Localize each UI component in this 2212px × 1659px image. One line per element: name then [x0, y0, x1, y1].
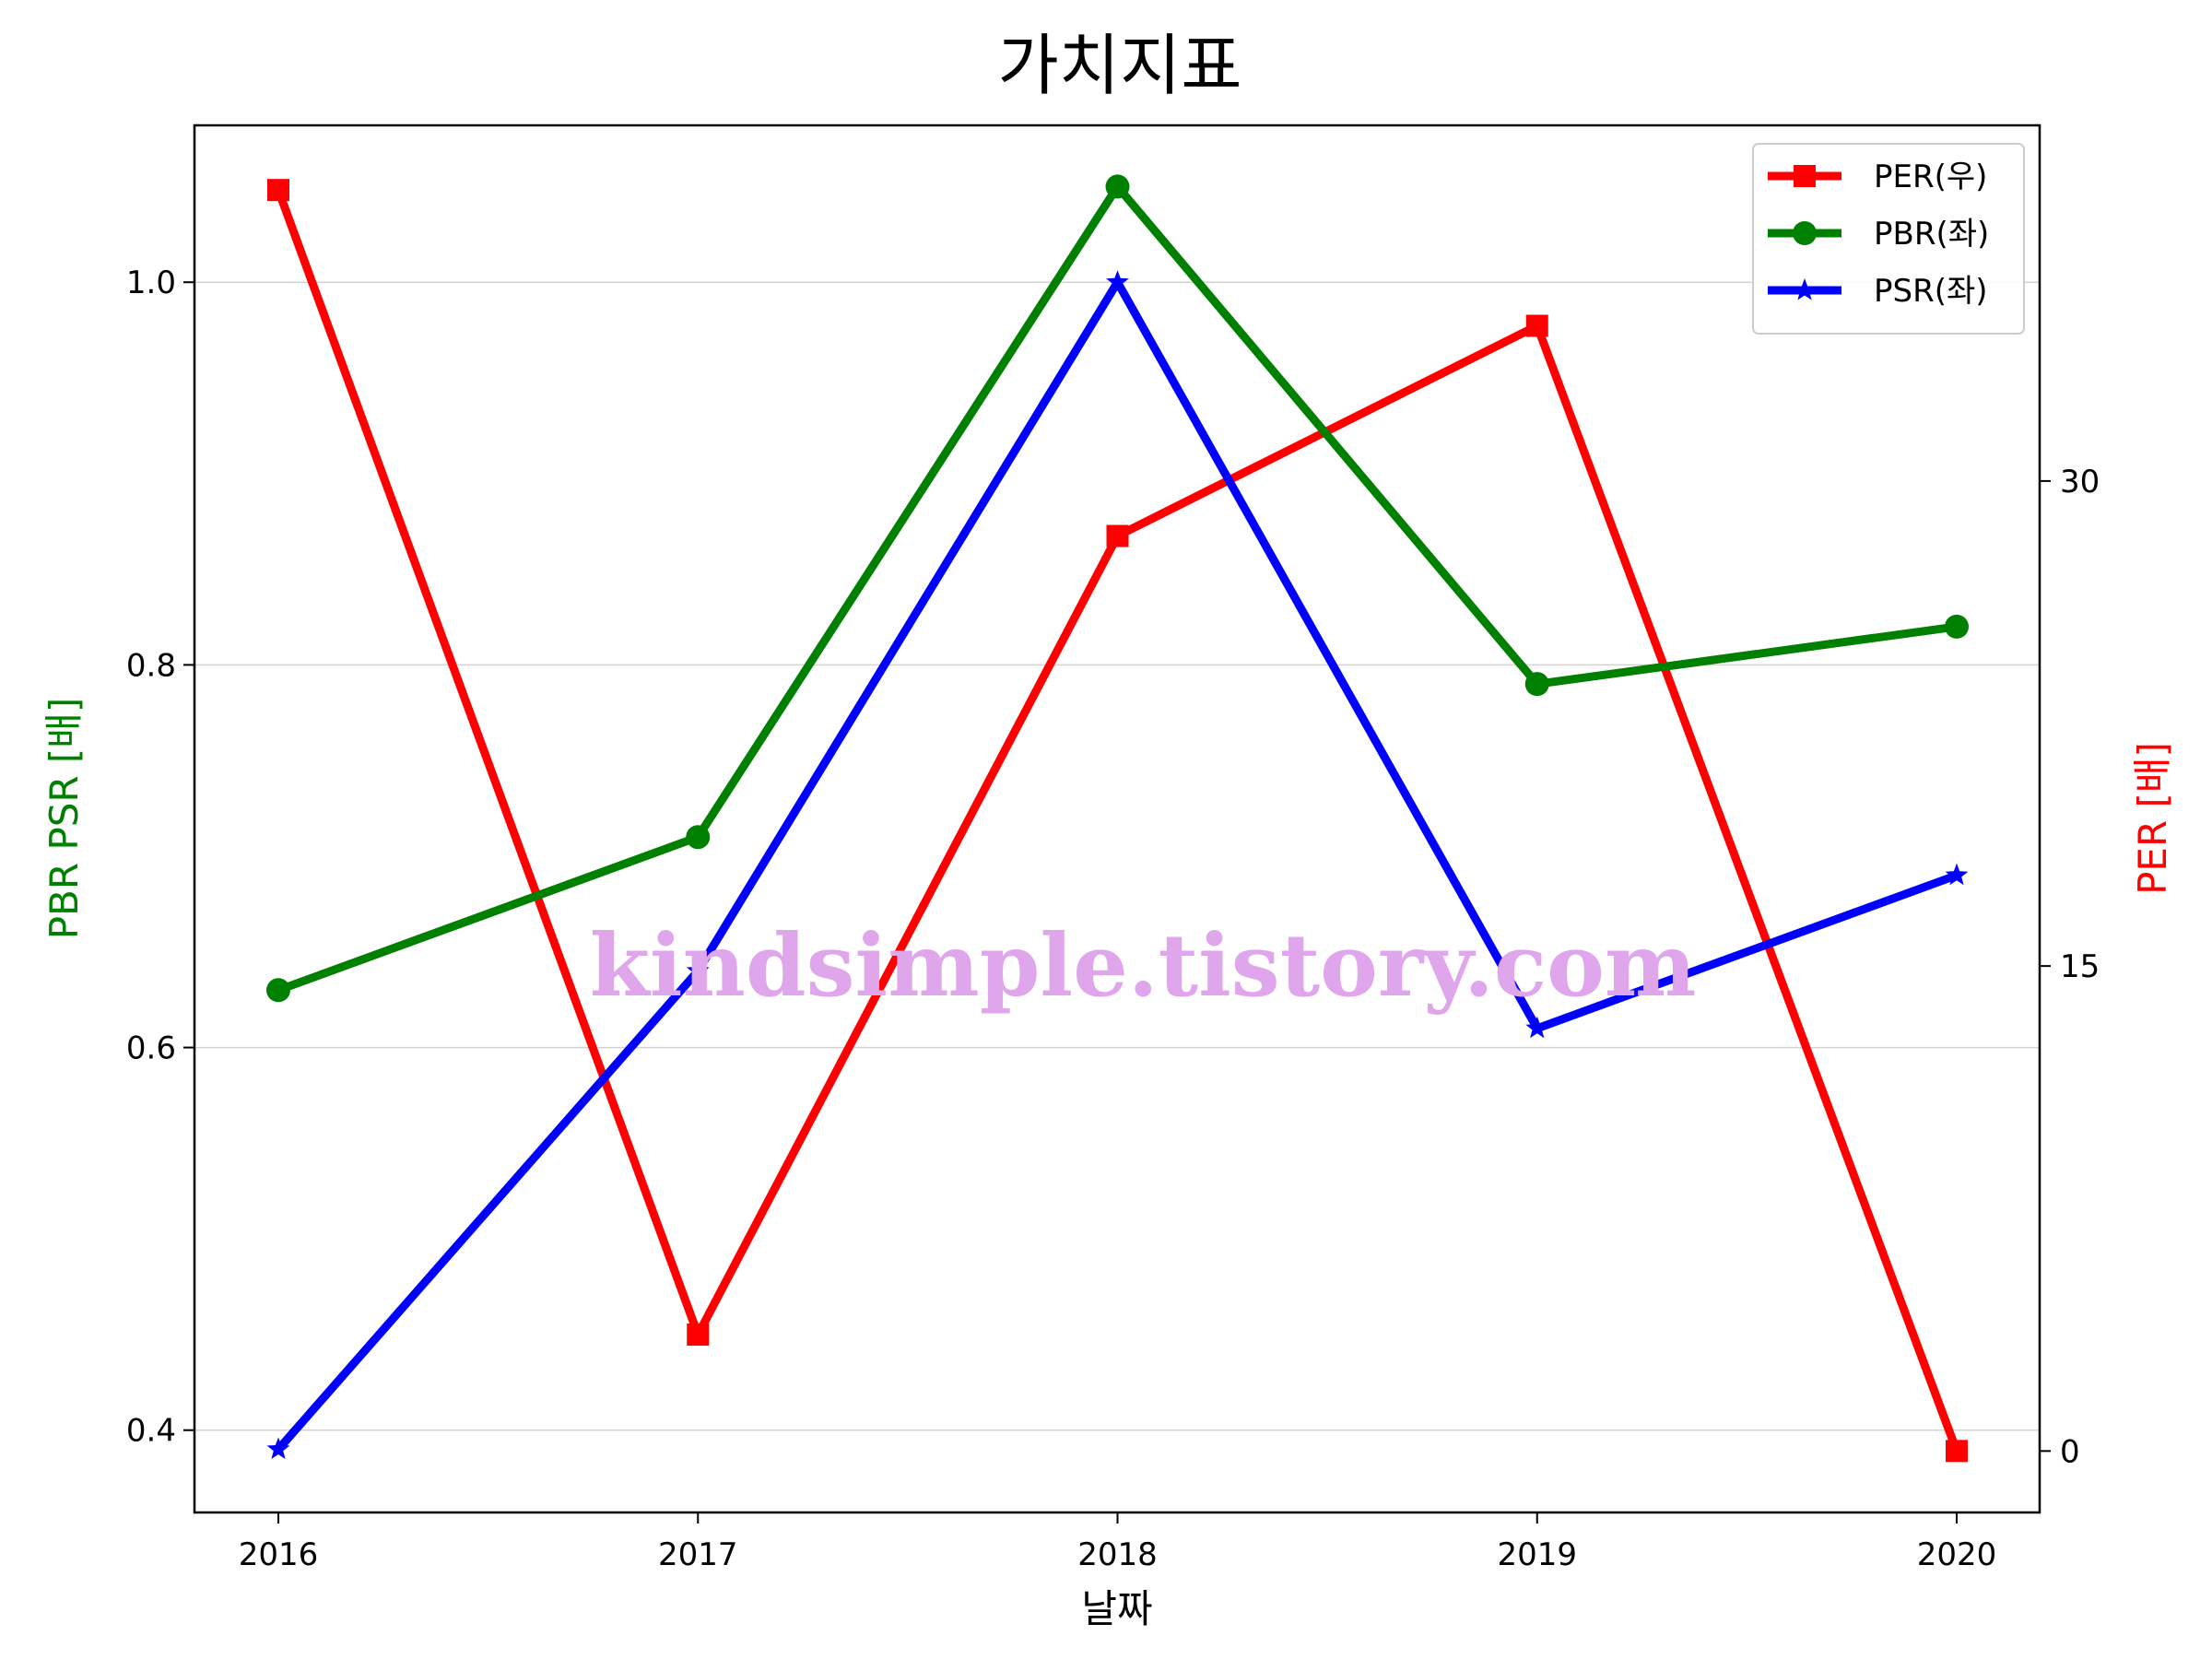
legend-marker: [1793, 278, 1817, 300]
legend-label: PSR(좌): [1874, 273, 1988, 310]
legend-label: PER(우): [1874, 159, 1987, 195]
right-y-tick-label: 30: [2060, 464, 2100, 500]
x-tick-label: 2019: [1497, 1536, 1577, 1573]
x-tick-label: 2018: [1077, 1536, 1158, 1573]
data-point: [266, 1437, 290, 1459]
left-y-tick-label: 0.8: [126, 647, 176, 684]
right-y-axis-title: PER [배]: [2130, 742, 2175, 895]
legend-item-2: PSR(좌): [1768, 273, 1988, 310]
legend-marker: [1793, 221, 1817, 245]
x-tick-label: 2016: [239, 1536, 319, 1573]
left-y-tick-label: 1.0: [126, 265, 176, 301]
chart-title: 가치지표: [998, 27, 1242, 104]
series-line-0: [274, 188, 1961, 1453]
legend-marker: [1794, 165, 1816, 187]
x-axis-title: 날짜: [1081, 1586, 1152, 1631]
left-y-axis-ticks: 0.4 0.6 0.8 1.0: [126, 265, 194, 1450]
data-point: [1525, 1016, 1549, 1039]
legend-label: PBR(좌): [1874, 216, 1989, 253]
data-point: [1946, 1440, 1968, 1463]
data-point: [1105, 174, 1130, 199]
right-y-axis-ticks: 0 15 30: [2040, 464, 2100, 1470]
grid-lines: [194, 281, 2040, 1431]
data-point: [1106, 524, 1129, 547]
series-0: [267, 179, 1968, 1463]
legend-item-0: PER(우): [1768, 159, 1987, 195]
left-y-axis-title: PBR PSR [배]: [41, 698, 87, 940]
right-y-tick-label: 0: [2060, 1433, 2080, 1470]
series-layer: [266, 174, 1969, 1463]
legend-items: PER(우) PBR(좌) PSR(좌): [1768, 159, 1989, 310]
right-y-tick-label: 15: [2060, 948, 2100, 985]
legend: PER(우) PBR(좌) PSR(좌): [1752, 143, 2025, 335]
data-point: [266, 978, 290, 1003]
data-point: [1106, 270, 1129, 292]
data-point: [686, 825, 711, 850]
data-point: [1525, 314, 1548, 337]
data-point: [1945, 614, 1969, 639]
left-y-tick-label: 0.4: [126, 1413, 176, 1450]
data-point: [267, 179, 289, 202]
x-tick-label: 2020: [1917, 1536, 1997, 1573]
left-y-tick-label: 0.6: [126, 1030, 176, 1067]
data-point: [686, 959, 710, 981]
data-point: [687, 1324, 710, 1347]
x-axis-ticks: 2016 2017 2018 2019 2020: [239, 1512, 1997, 1573]
data-point: [1524, 672, 1549, 697]
data-point: [1945, 863, 1969, 886]
series-1: [266, 174, 1969, 1003]
x-tick-label: 2017: [658, 1536, 738, 1573]
watermark-text: kindsimple.tistory.com: [590, 915, 1697, 1017]
series-2: [266, 270, 1969, 1459]
legend-item-1: PBR(좌): [1768, 216, 1989, 253]
